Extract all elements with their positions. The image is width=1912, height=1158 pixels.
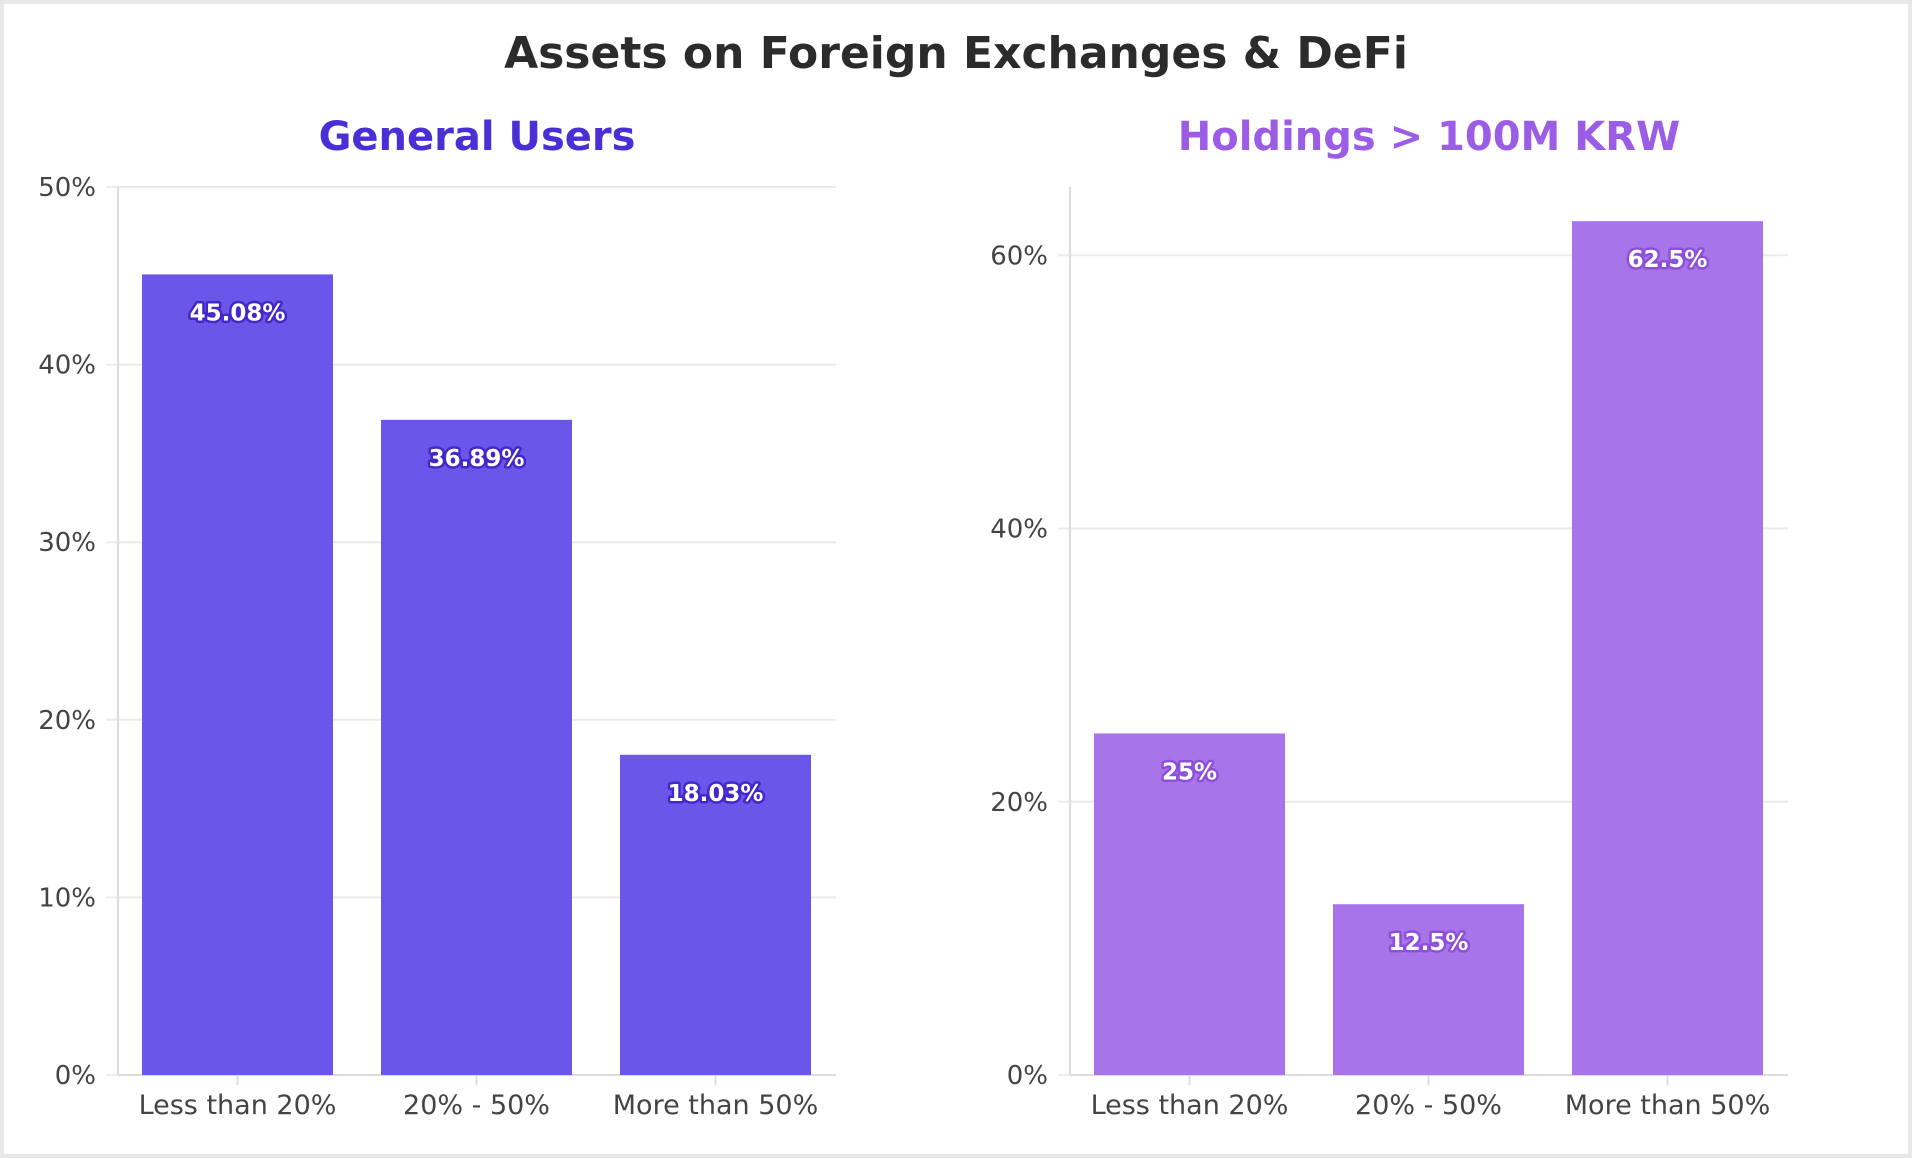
data-label: 45.08% xyxy=(190,300,286,326)
panel-holdings: Holdings > 100M KRW 0% 20% 40% 60% 25% Less th… xyxy=(990,114,1788,1121)
x-tick-label: More than 50% xyxy=(1565,1090,1770,1121)
x-tick-label: Less than 20% xyxy=(1091,1090,1289,1121)
subplot-title-holdings: Holdings > 100M KRW xyxy=(1178,114,1680,160)
y-tick-label: 10% xyxy=(38,883,96,913)
y-tick-label: 0% xyxy=(55,1061,96,1091)
x-tick-label: More than 50% xyxy=(613,1090,818,1121)
bar xyxy=(142,274,333,1075)
y-tick-label: 20% xyxy=(38,706,96,736)
bar xyxy=(1094,733,1285,1075)
data-label: 25% xyxy=(1162,759,1217,785)
subplot-title-general: General Users xyxy=(319,114,636,160)
y-tick-label: 40% xyxy=(990,515,1048,545)
data-label: 36.89% xyxy=(429,446,525,472)
y-tick-label: 0% xyxy=(1007,1061,1048,1091)
y-tick-label: 40% xyxy=(38,351,96,381)
x-tick-label: 20% - 50% xyxy=(403,1090,550,1121)
data-label: 62.5% xyxy=(1628,247,1708,273)
bar xyxy=(381,419,572,1075)
data-label: 12.5% xyxy=(1389,930,1469,956)
y-tick-label: 30% xyxy=(38,528,96,558)
bar xyxy=(1572,221,1763,1076)
main-title: Assets on Foreign Exchanges & DeFi xyxy=(504,28,1408,79)
y-tick-label: 60% xyxy=(990,241,1048,271)
x-tick-label: Less than 20% xyxy=(139,1090,337,1121)
bar xyxy=(620,754,811,1075)
panel-general-users: General Users 0% 10% 20% 30% 40% 50% 45.08% Less… xyxy=(38,114,836,1121)
bar xyxy=(1333,904,1524,1075)
x-tick-label: 20% - 50% xyxy=(1355,1090,1502,1121)
y-tick-label: 50% xyxy=(38,173,96,203)
data-label: 18.03% xyxy=(668,781,764,807)
y-tick-label: 20% xyxy=(990,788,1048,818)
